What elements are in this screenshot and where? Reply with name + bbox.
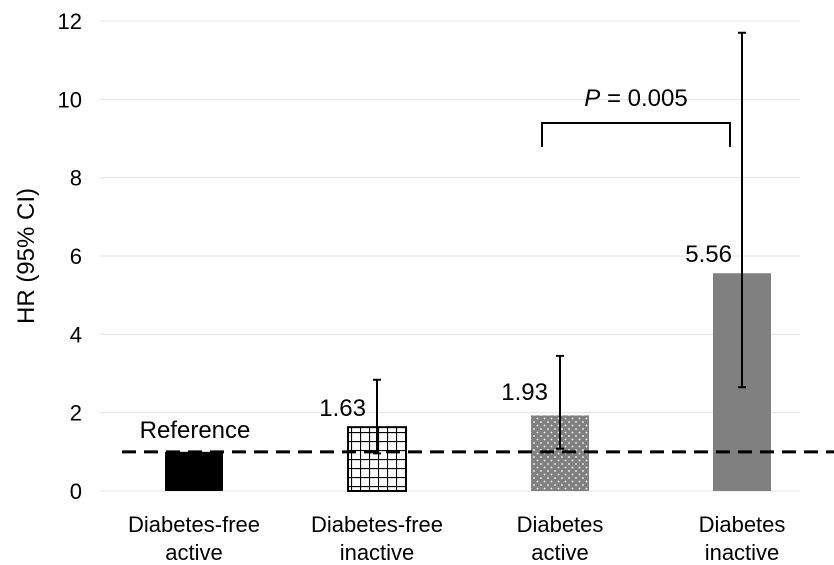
- data-label: 1.63: [319, 395, 366, 422]
- bar: [165, 451, 223, 491]
- x-category-label-line: Diabetes: [517, 512, 604, 537]
- x-axis-categories: Diabetes-free active Diabetes-free inactive…: [128, 512, 785, 565]
- p-value-label: P = 0.005: [584, 85, 687, 112]
- y-tick-label: 8: [70, 166, 82, 191]
- x-category-label-line: active: [165, 540, 222, 565]
- data-label: 5.56: [685, 241, 732, 268]
- error-bars: [373, 31, 746, 455]
- x-category-label-line: Diabetes-free: [128, 512, 260, 537]
- p-value-text: = 0.005: [600, 85, 687, 112]
- gridlines: [100, 20, 800, 492]
- bars: [165, 273, 771, 492]
- y-tick-label: 12: [58, 9, 82, 34]
- x-category-label: Diabetes inactive: [699, 512, 786, 565]
- x-category-label-line: inactive: [705, 540, 780, 565]
- y-tick-label: 4: [70, 322, 82, 347]
- x-category-label-line: active: [531, 540, 588, 565]
- significance-bracket: [541, 122, 731, 147]
- x-category-label-line: Diabetes: [699, 512, 786, 537]
- x-category-label: Diabetes active: [517, 512, 604, 565]
- y-axis-label: HR (95% CI): [13, 188, 40, 324]
- significance-annotation: P = 0.005: [541, 85, 731, 147]
- x-category-label: Diabetes-free active: [128, 512, 260, 565]
- y-tick-label: 6: [70, 244, 82, 269]
- x-category-label-line: inactive: [340, 540, 415, 565]
- error-bar: [373, 378, 381, 455]
- x-category-label: Diabetes-free inactive: [311, 512, 443, 565]
- y-axis-ticks: 0 2 4 6 8 10 12: [58, 9, 82, 504]
- x-category-label-line: Diabetes-free: [311, 512, 443, 537]
- y-tick-label: 0: [70, 479, 82, 504]
- p-value-symbol: P: [584, 85, 600, 112]
- error-bar: [738, 31, 746, 389]
- data-label: Reference: [140, 417, 251, 444]
- error-bar: [556, 354, 564, 450]
- data-label: 1.93: [501, 379, 548, 406]
- y-tick-label: 10: [58, 87, 82, 112]
- y-tick-label: 2: [70, 401, 82, 426]
- data-labels: Reference 1.63 1.93 5.56: [140, 241, 732, 444]
